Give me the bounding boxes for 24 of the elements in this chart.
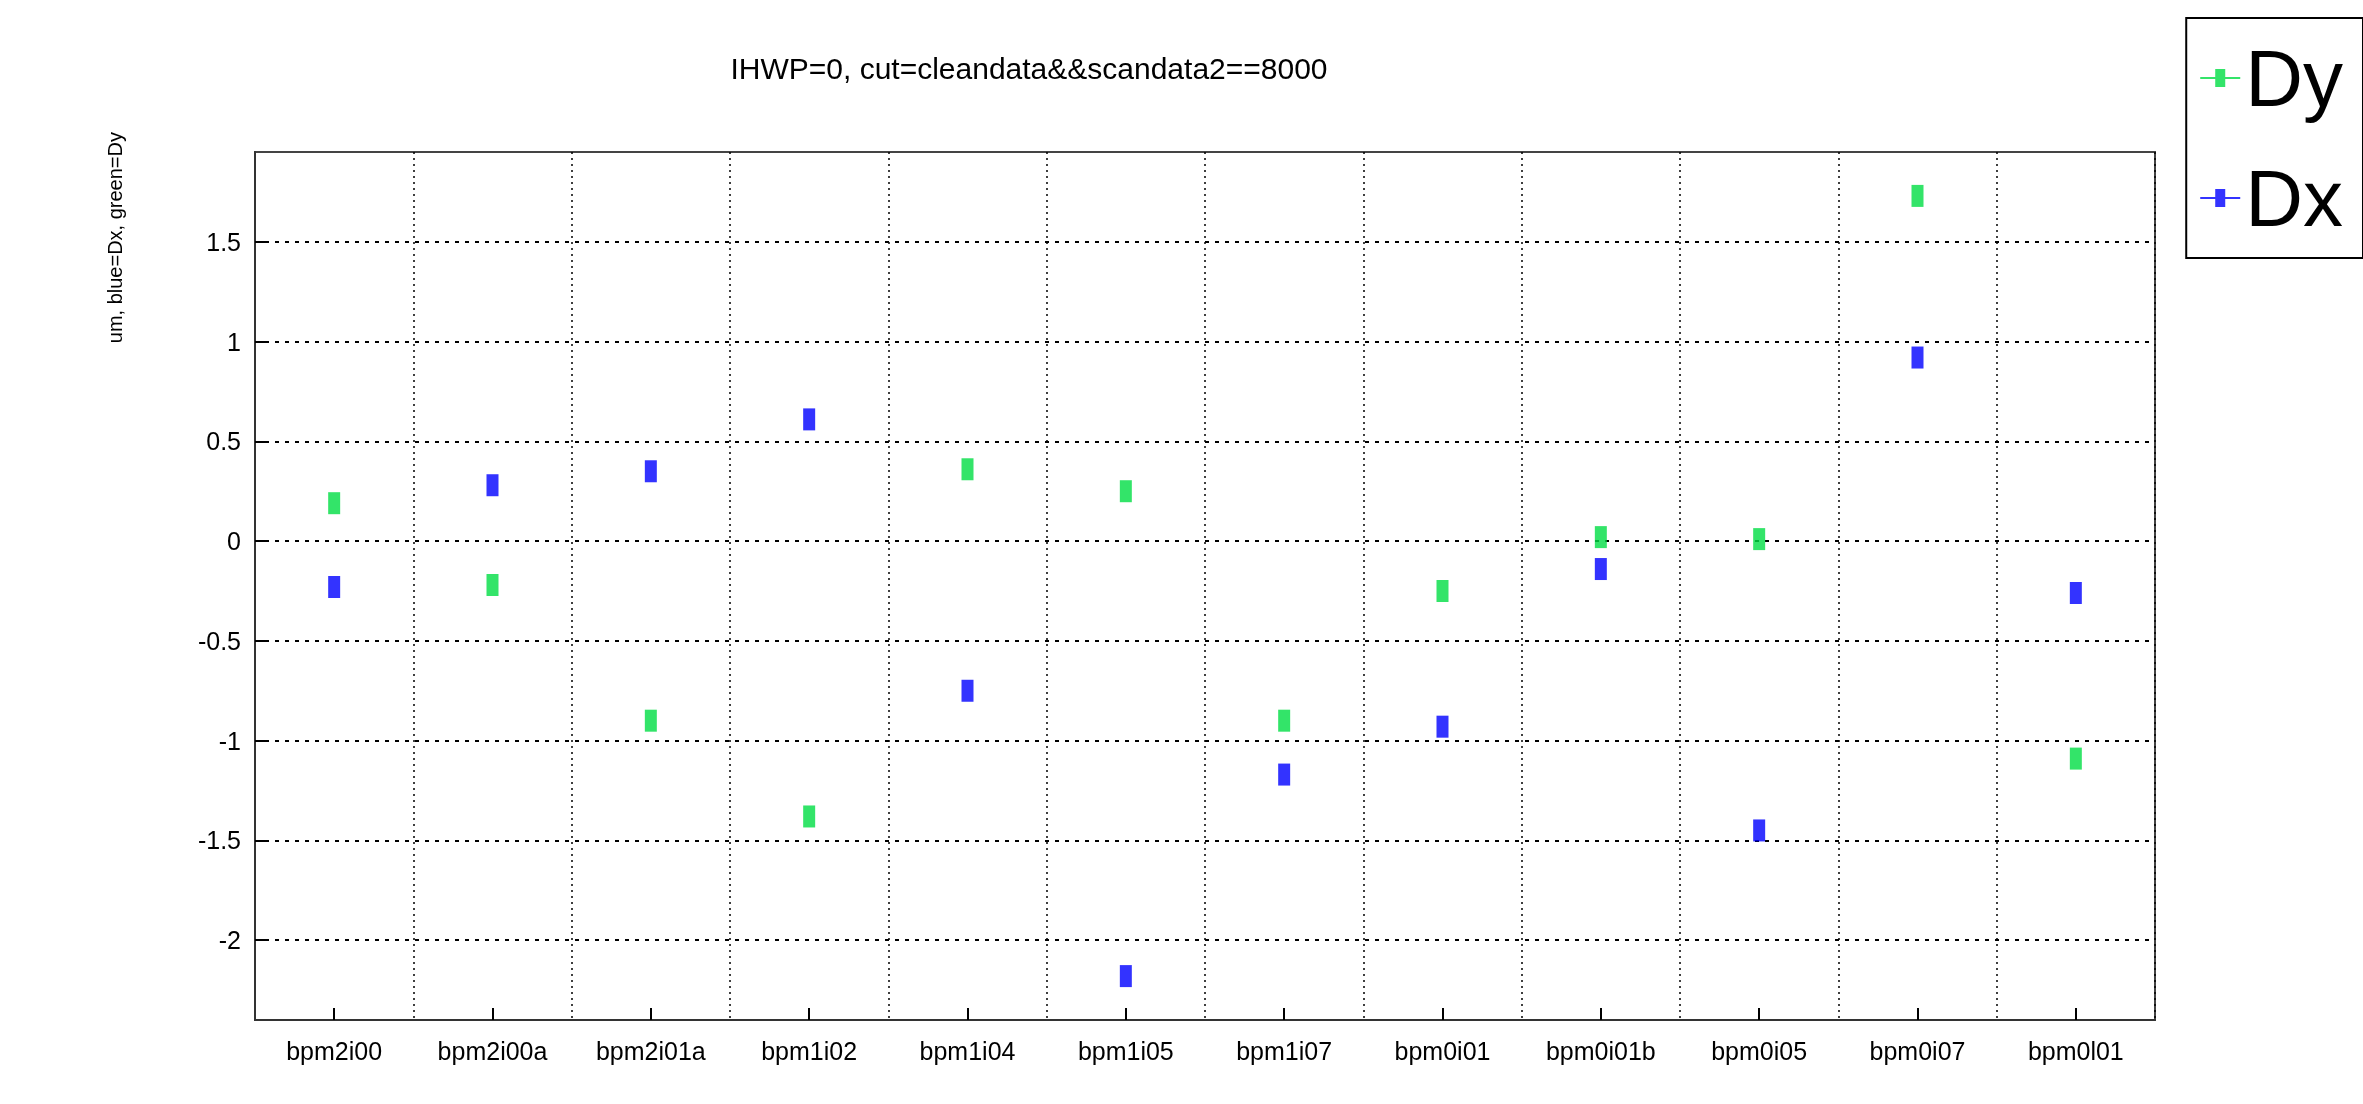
- x-tick-label: bpm0i05: [1711, 1036, 1808, 1065]
- y-axis-title: um, blue=Dx, green=Dy: [104, 132, 126, 344]
- legend-label: Dx: [2245, 153, 2344, 243]
- y-tick-label: 1.5: [206, 227, 241, 256]
- x-tick-label: bpm2i01a: [595, 1036, 706, 1065]
- x-tick-label: bpm0l01: [2027, 1036, 2124, 1065]
- y-tick-label: -1.5: [197, 826, 241, 855]
- y-tick-label: -1: [218, 726, 241, 755]
- x-tick-label: bpm1i07: [1236, 1036, 1333, 1065]
- x-tick-label: bpm1i05: [1077, 1036, 1174, 1065]
- y-tick-label: 1: [227, 327, 241, 356]
- chart-title: IHWP=0, cut=cleandata&&scandata2==8000: [730, 51, 1328, 85]
- x-tick-label: bpm2i00: [286, 1036, 383, 1065]
- legend-label: Dy: [2245, 33, 2344, 123]
- x-tick-label: bpm1i04: [919, 1036, 1016, 1065]
- x-tick-label: bpm0i07: [1869, 1036, 1966, 1065]
- y-tick-label: 0.5: [206, 427, 241, 456]
- x-tick-label: bpm1i02: [761, 1036, 858, 1065]
- x-tick-label: bpm2i00a: [437, 1036, 548, 1065]
- y-tick-label: -0.5: [197, 626, 241, 655]
- y-tick-label: 0: [227, 527, 241, 556]
- x-tick-label: bpm0i01b: [1545, 1036, 1656, 1065]
- y-tick-label: -2: [218, 926, 241, 955]
- x-tick-label: bpm0i01: [1394, 1036, 1491, 1065]
